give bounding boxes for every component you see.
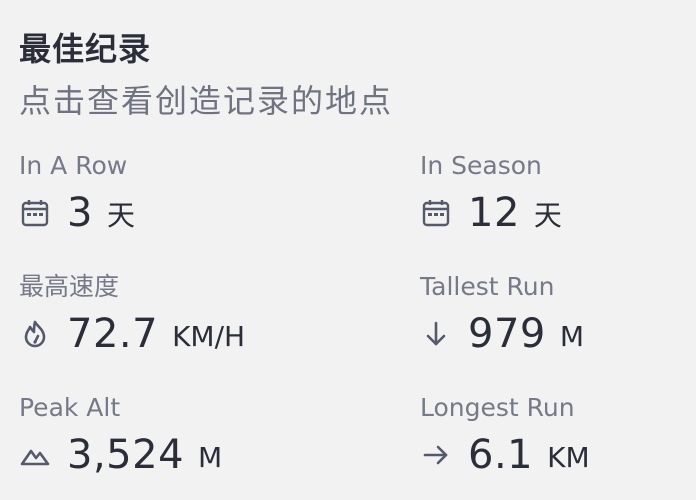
stat-longest-run[interactable]: Longest Run 6.1 KM bbox=[420, 393, 696, 479]
stat-label: In Season bbox=[420, 151, 542, 180]
stat-unit: M bbox=[559, 319, 585, 353]
stat-unit: 天 bbox=[533, 198, 562, 232]
stat-value: 72.7 bbox=[67, 311, 159, 357]
stat-value: 3,524 bbox=[67, 432, 185, 478]
stat-in-season[interactable]: In Season 12 天 bbox=[420, 151, 696, 237]
stat-tallest-run[interactable]: Tallest Run 979 M bbox=[420, 272, 696, 358]
stat-unit: M bbox=[198, 440, 223, 474]
stat-peak-alt[interactable]: Peak Alt 3,524 M bbox=[19, 393, 309, 479]
stat-value: 3 bbox=[67, 190, 93, 236]
arrow-right-icon bbox=[420, 437, 456, 473]
arrow-down-icon bbox=[420, 316, 456, 352]
stat-label: 最高速度 bbox=[19, 272, 120, 301]
stat-value: 6.1 bbox=[468, 432, 534, 478]
mountain-icon bbox=[19, 437, 55, 473]
stat-top-speed[interactable]: 最高速度 72.7 KM/H bbox=[19, 272, 309, 358]
stat-value: 12 bbox=[468, 190, 520, 236]
speed-gauge-icon bbox=[19, 316, 55, 352]
stat-label: Peak Alt bbox=[19, 393, 121, 422]
page-title: 最佳纪录 bbox=[19, 30, 152, 68]
stat-unit: 天 bbox=[106, 198, 135, 232]
stat-label: Longest Run bbox=[420, 393, 575, 422]
page-subtitle[interactable]: 点击查看创造记录的地点 bbox=[19, 82, 394, 120]
stat-in-a-row[interactable]: In A Row 3 天 bbox=[19, 151, 309, 237]
stat-unit: KM bbox=[547, 440, 590, 474]
calendar-icon bbox=[420, 195, 456, 231]
stat-value: 979 bbox=[468, 311, 546, 357]
stat-label: In A Row bbox=[19, 151, 128, 180]
calendar-icon bbox=[19, 195, 55, 231]
stat-unit: KM/H bbox=[172, 319, 246, 353]
stat-label: Tallest Run bbox=[420, 272, 555, 301]
